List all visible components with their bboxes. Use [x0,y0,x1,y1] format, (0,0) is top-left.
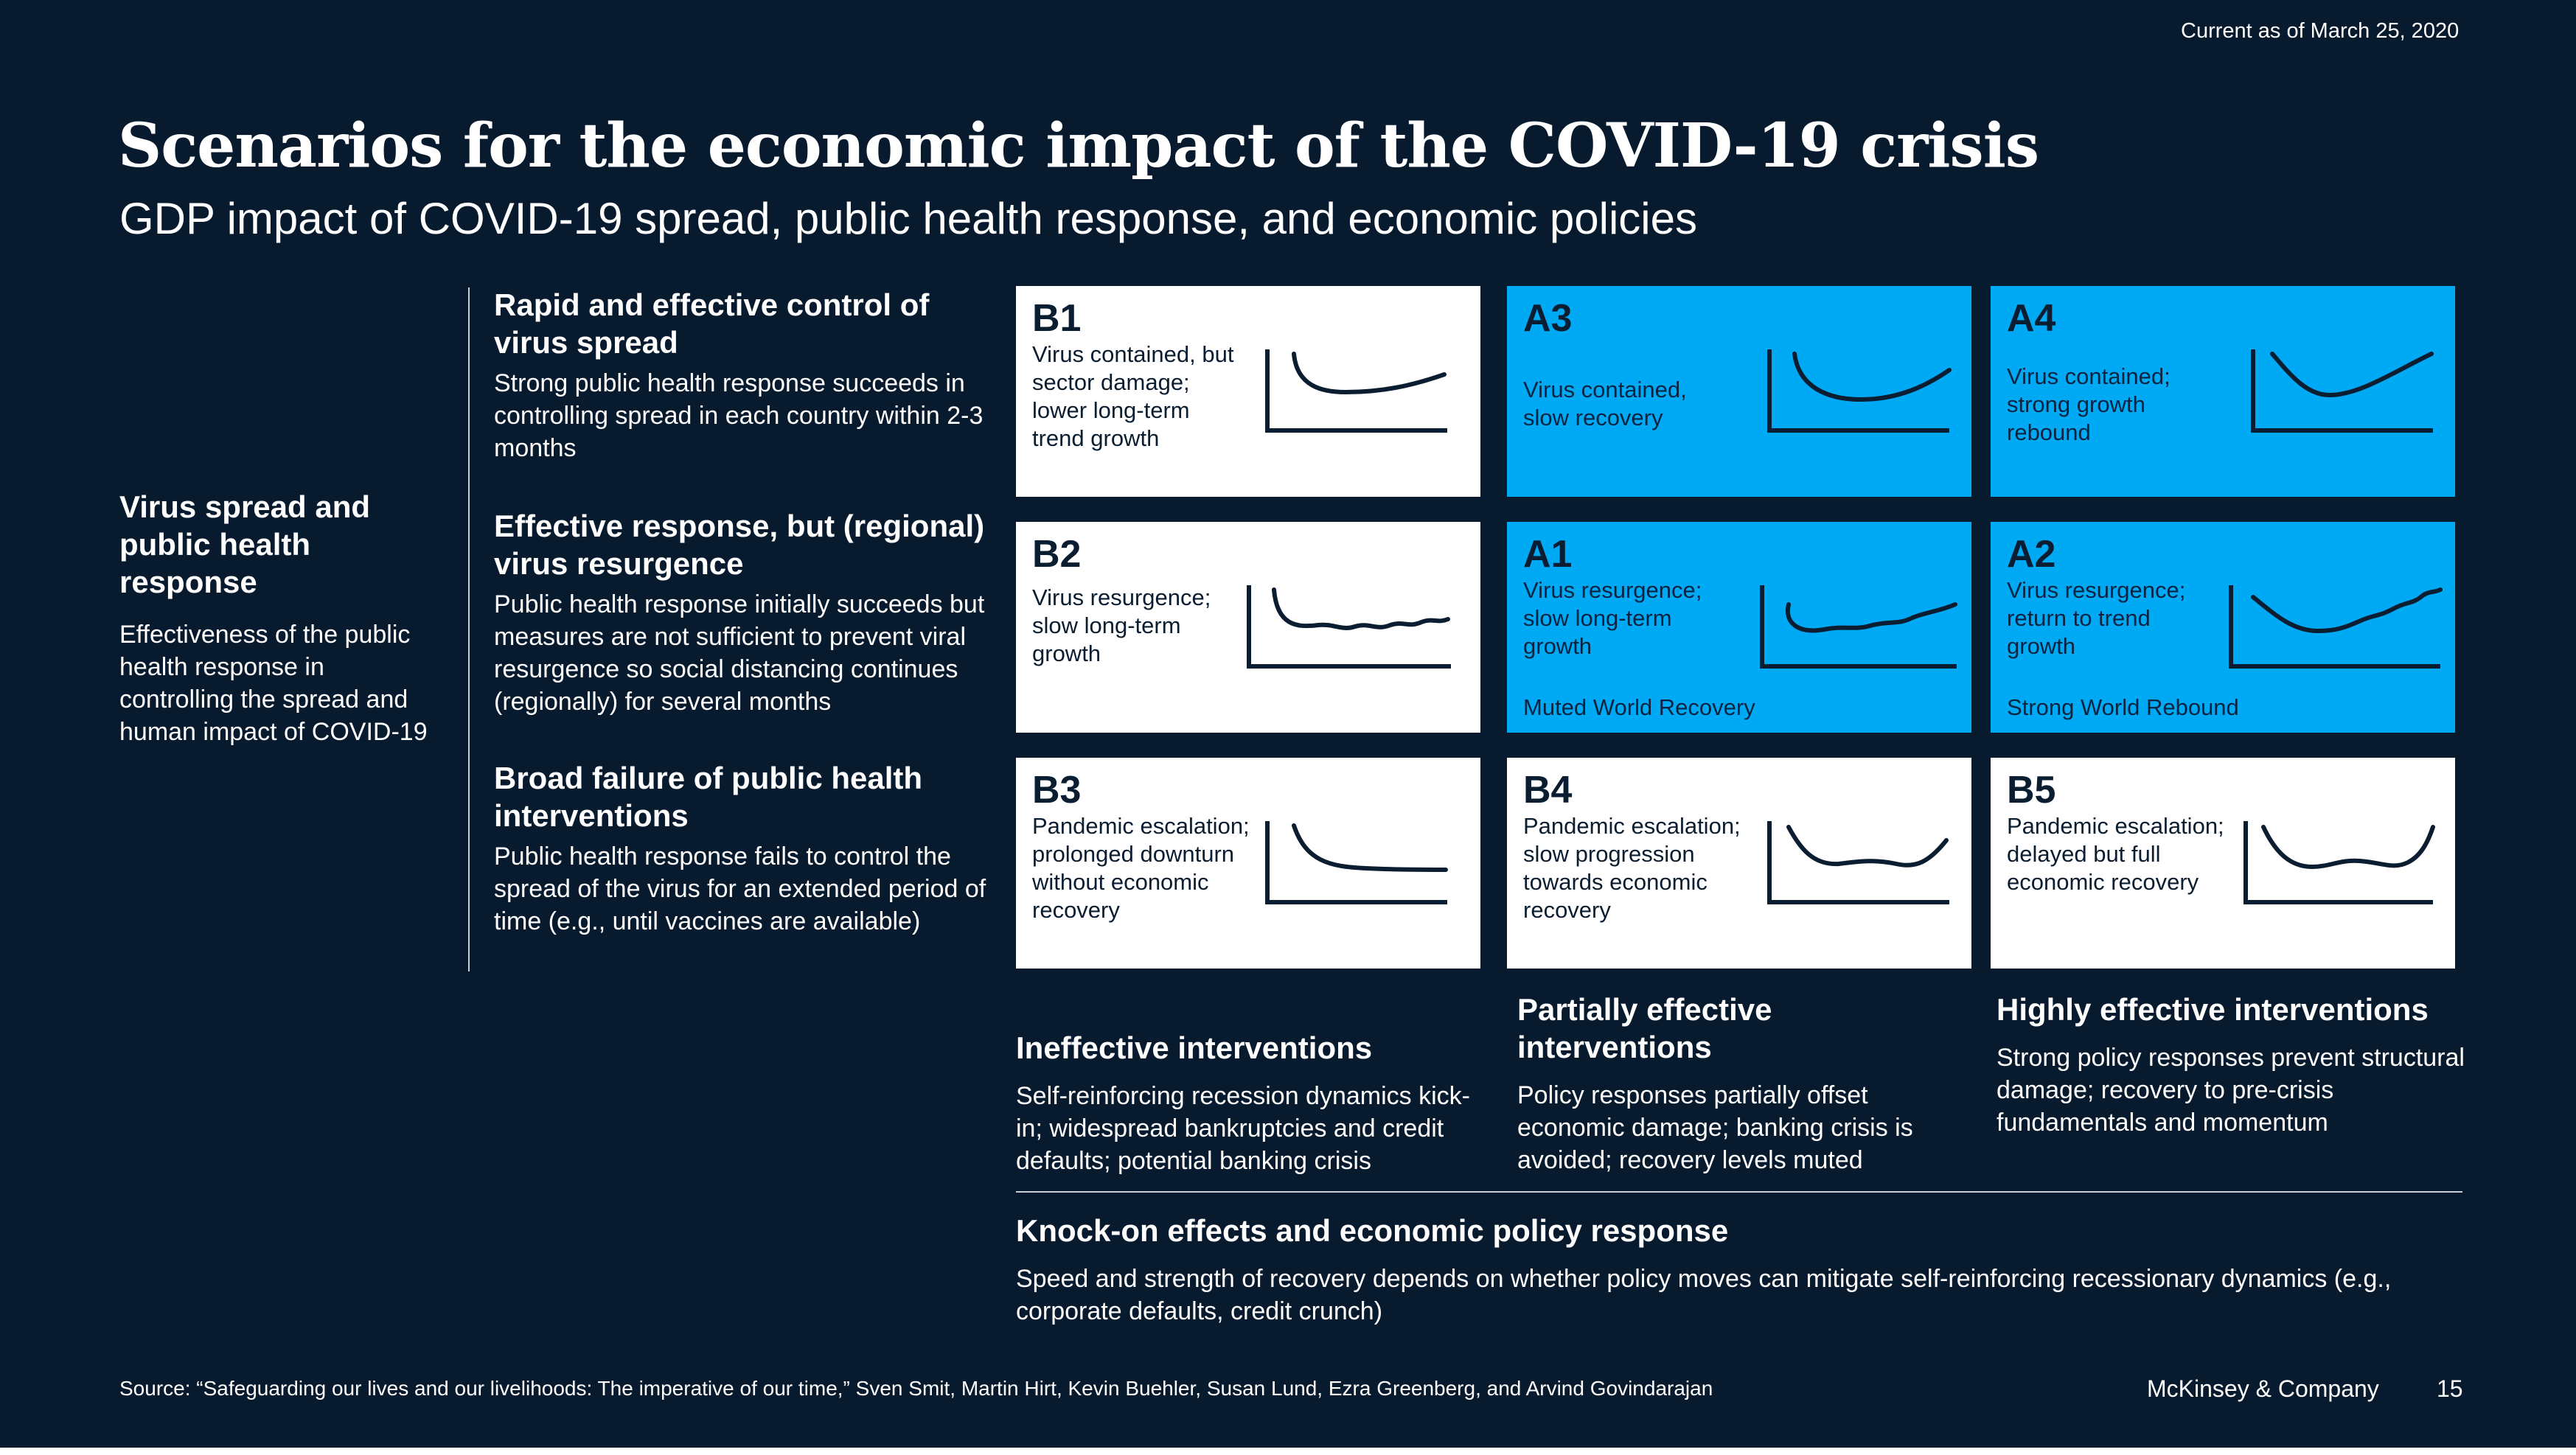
scenario-card-b4: B4 Pandemic escalation; slow progression… [1507,758,1971,969]
recovery-curve-icon [2251,349,2434,433]
scenario-description: Virus resurgence; return to trend growth [2007,577,2186,659]
recovery-curve-icon [1265,821,1448,904]
scenario-id: B1 [1032,297,1082,340]
scenario-card-b3: B3 Pandemic escalation; prolonged downtu… [1016,758,1480,969]
column-label-highly: Highly effective interventions Strong po… [1997,991,2468,1139]
left-axis-description: Effectiveness of the public health respo… [119,621,428,746]
recovery-curve-icon [2243,821,2435,904]
left-axis-heading: Virus spread and public health response [119,489,371,599]
column-description: Self-reinforcing recession dynamics kick… [1016,1082,1470,1175]
column-description: Policy responses partially offset econom… [1517,1081,1913,1174]
scenario-card-a4: A4 Virus contained; strong growth reboun… [1991,286,2455,497]
bottom-axis-description: Speed and strength of recovery depends o… [1016,1265,2392,1325]
row-label-1: Rapid and effective control of virus spr… [494,286,995,464]
scenario-card-a1: A1 Virus resurgence; slow long-term grow… [1507,522,1971,733]
row-description: Public health response initially succeed… [494,590,985,716]
page-title: Scenarios for the economic impact of the… [118,111,2039,181]
scenario-id: B5 [2007,769,2056,812]
scenario-description: Pandemic escalation; prolonged downturn … [1032,813,1250,923]
recovery-curve-icon [2229,585,2443,669]
scenario-description: Virus resurgence; slow long-term growth [1523,577,1702,659]
scenario-id: B2 [1032,533,1082,576]
scenario-card-b5: B5 Pandemic escalation; delayed but full… [1991,758,2455,969]
column-heading: Highly effective interventions [1997,992,2429,1027]
scenario-description: Pandemic escalation; delayed but full ec… [2007,813,2224,895]
scenario-description: Virus contained, slow recovery [1523,377,1687,430]
date-label: Current as of March 25, 2020 [2181,19,2460,43]
scenario-tag: Strong World Rebound [2007,694,2239,720]
source-note: Source: “Safeguarding our lives and our … [119,1377,1713,1400]
bottom-axis-heading: Knock-on effects and economic policy res… [1016,1213,1729,1248]
row-heading: Effective response, but (regional) virus… [494,509,985,581]
scenario-id: A2 [2007,533,2056,576]
recovery-curve-icon [1767,821,1949,904]
scenario-card-b1: B1 Virus contained, but sector damage; l… [1016,286,1480,497]
recovery-curve-icon [1265,349,1447,433]
horizontal-divider [1016,1191,2462,1193]
row-description: Public health response fails to control … [494,842,986,935]
row-label-3: Broad failure of public health intervent… [494,759,995,938]
scenario-id: A1 [1523,533,1573,576]
column-description: Strong policy responses prevent structur… [1997,1044,2465,1137]
column-label-ineffective: Ineffective interventions Self-reinforci… [1016,1029,1488,1177]
scenario-tag: Muted World Recovery [1523,694,1755,720]
scenario-card-a2: A2 Virus resurgence; return to trend gro… [1991,522,2455,733]
scenario-id: B4 [1523,769,1573,812]
column-heading: Ineffective interventions [1016,1030,1373,1065]
row-heading: Broad failure of public health intervent… [494,761,923,833]
column-heading: Partially effective interventions [1517,992,1772,1064]
row-description: Strong public health response succeeds i… [494,369,984,462]
recovery-curve-icon [1247,585,1451,669]
scenario-id: A3 [1523,297,1573,340]
scenario-card-b2: B2 Virus resurgence; slow long-term grow… [1016,522,1480,733]
row-heading: Rapid and effective control of virus spr… [494,287,930,360]
scenario-card-a3: A3 Virus contained, slow recovery [1507,286,1971,497]
recovery-curve-icon [1767,349,1952,433]
scenario-description: Virus resurgence; slow long-term growth [1032,585,1211,666]
left-axis-block: Virus spread and public health response … [119,488,444,748]
scenario-description: Virus contained; strong growth rebound [2007,363,2171,445]
page-number: 15 [2437,1375,2463,1402]
bottom-axis-block: Knock-on effects and economic policy res… [1016,1212,2417,1327]
vertical-divider [468,287,470,971]
scenario-description: Virus contained, but sector damage; lowe… [1032,341,1234,451]
scenario-id: A4 [2007,297,2056,340]
page-subtitle: GDP impact of COVID-19 spread, public he… [119,194,1697,243]
column-label-partial: Partially effective interventions Policy… [1517,991,1967,1176]
scenario-id: B3 [1032,769,1082,812]
brand-name: McKinsey & Company [2147,1375,2379,1402]
row-label-2: Effective response, but (regional) virus… [494,507,995,718]
recovery-curve-icon [1760,585,1957,669]
scenario-description: Pandemic escalation; slow progression to… [1523,813,1741,923]
